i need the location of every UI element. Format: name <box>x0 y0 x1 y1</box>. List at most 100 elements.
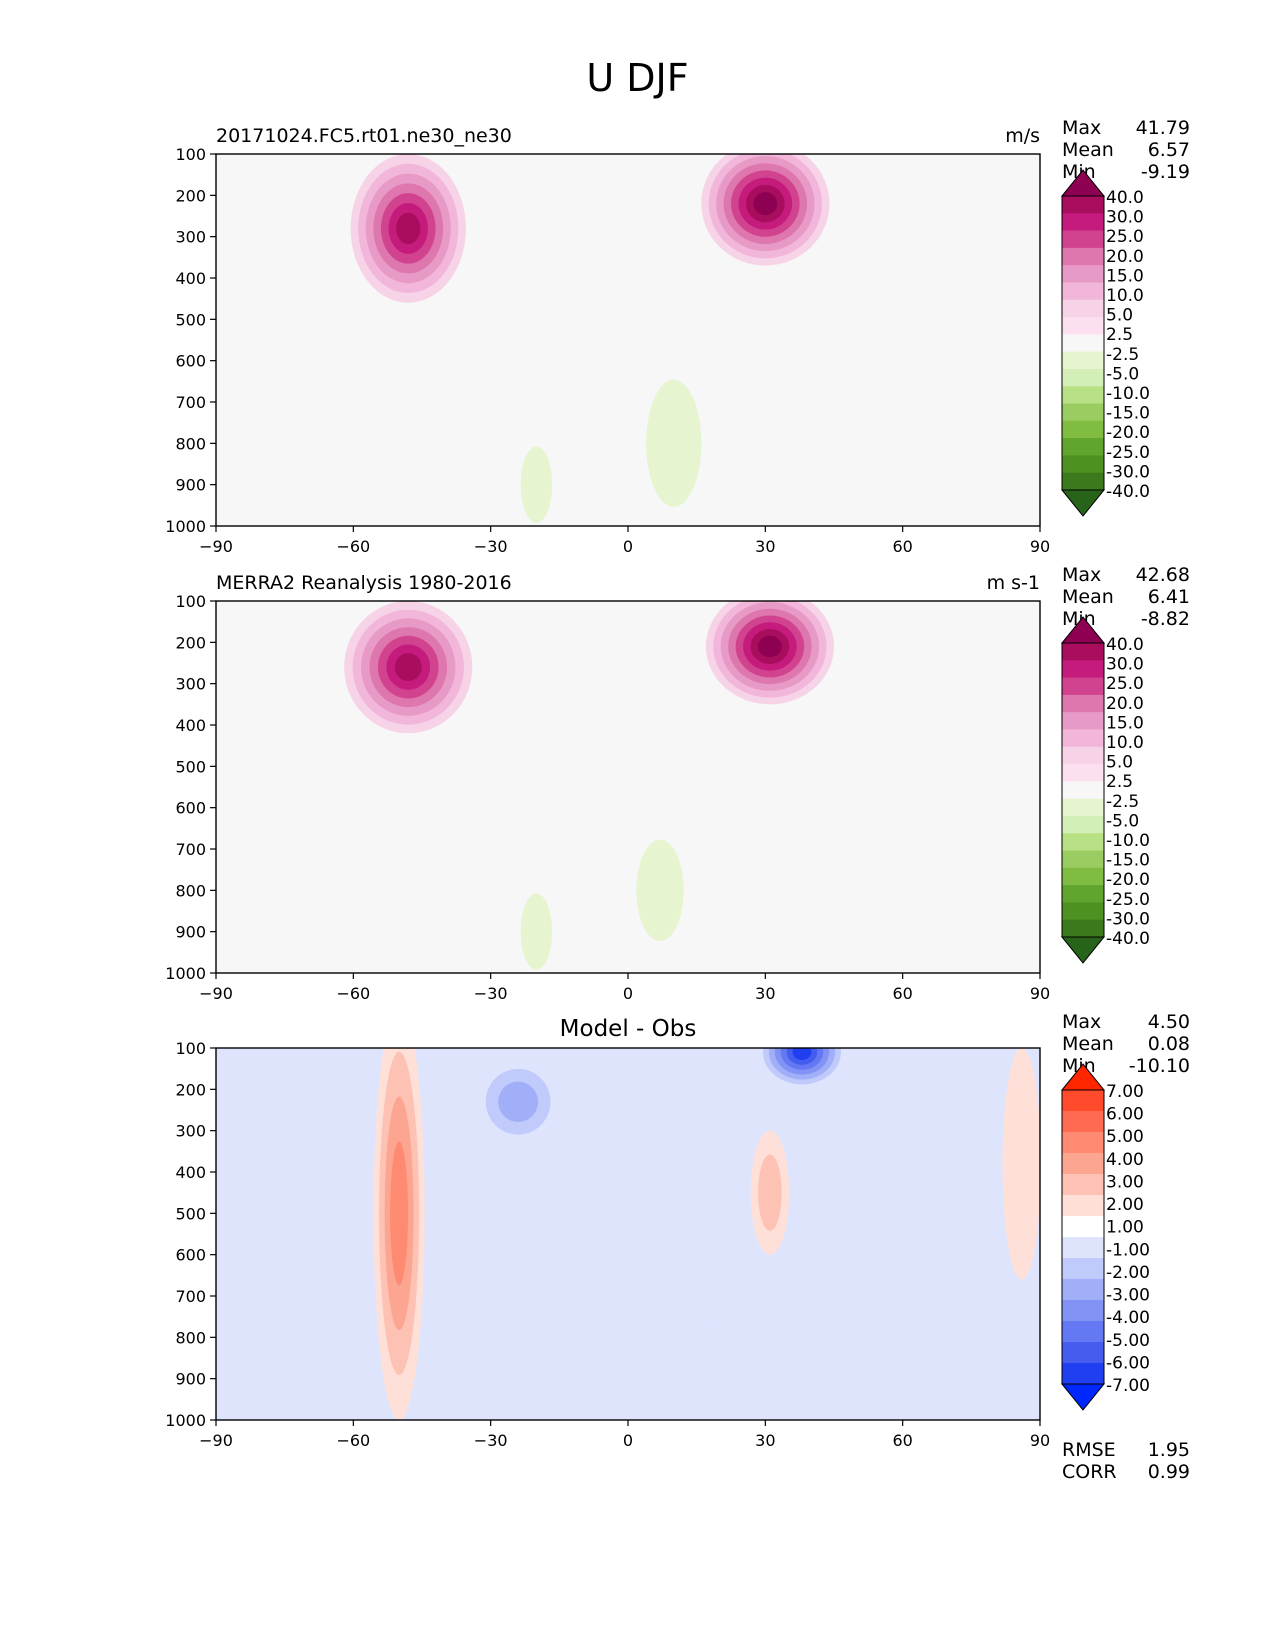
x-tick-label: 60 <box>892 537 912 556</box>
contour-band <box>636 839 684 942</box>
colorbar-label: -10.0 <box>1106 384 1150 404</box>
colorbar-frame <box>1061 642 1105 938</box>
colorbar-label: -5.0 <box>1106 811 1139 831</box>
colorbar-label: -30.0 <box>1106 909 1150 929</box>
contour-band <box>757 635 782 658</box>
contour-field <box>344 601 834 973</box>
colorbar-band <box>1062 643 1104 661</box>
y-tick-label: 200 <box>175 1080 206 1099</box>
panel-title: MERRA2 Reanalysis 1980-2016 <box>216 572 512 594</box>
x-tick-label: 30 <box>755 1431 775 1450</box>
colorbar-band <box>1062 1237 1104 1259</box>
colorbar-band <box>1062 1258 1104 1280</box>
x-tick-label: 90 <box>1030 537 1050 556</box>
x-tick-label: 90 <box>1030 1431 1050 1450</box>
stat-value: 0.08 <box>1148 1033 1190 1055</box>
colorbar-label: 10.0 <box>1106 286 1144 306</box>
colorbar-band <box>1062 885 1104 903</box>
colorbar-band <box>1062 1216 1104 1238</box>
colorbar-band <box>1062 815 1104 834</box>
contour-band <box>650 1225 715 1416</box>
y-tick-label: 600 <box>175 1246 206 1265</box>
stat-value: 41.79 <box>1136 117 1190 139</box>
stat-label: Max <box>1062 1011 1101 1033</box>
x-tick-label: −90 <box>199 984 233 1003</box>
contour-band <box>792 1048 812 1060</box>
colorbar-band <box>1062 660 1104 679</box>
colorbar-label: 30.0 <box>1106 655 1144 675</box>
y-tick-label: 900 <box>175 476 206 495</box>
colorbar-band <box>1062 712 1104 730</box>
y-tick-label: 1000 <box>165 517 206 536</box>
colorbar-label: 2.00 <box>1106 1195 1144 1215</box>
contour-band <box>646 379 702 507</box>
colorbar-band <box>1062 438 1104 456</box>
y-tick-label: 700 <box>175 840 206 859</box>
colorbar-band <box>1062 213 1104 232</box>
metric-label: RMSE <box>1062 1439 1116 1461</box>
colorbar-band <box>1062 420 1104 439</box>
x-tick-label: 90 <box>1030 984 1050 1003</box>
colorbar-label: -40.0 <box>1106 482 1150 502</box>
x-tick-label: −60 <box>336 1431 370 1450</box>
metric-value: 1.95 <box>1148 1439 1190 1461</box>
y-tick-label: 400 <box>175 1163 206 1182</box>
contour-field <box>350 154 830 526</box>
stat-value: -9.19 <box>1141 161 1190 183</box>
stat-value: 4.50 <box>1148 1011 1190 1033</box>
colorbar-label: -40.0 <box>1106 929 1150 949</box>
colorbar-label: -10.0 <box>1106 831 1150 851</box>
contour-band <box>396 212 421 245</box>
colorbar: 7.00 6.005.00 4.003.00 2.00 1.00-1.00 -2.00 -3… <box>1060 1063 1150 1411</box>
y-tick-label: 600 <box>175 799 206 818</box>
colorbar-band <box>1062 694 1104 713</box>
colorbar-band <box>1062 334 1104 353</box>
y-tick-label: 100 <box>175 145 206 164</box>
colorbar-label: 7.00 <box>1106 1082 1144 1102</box>
colorbar-band <box>1062 1111 1104 1133</box>
y-tick-label: 800 <box>175 434 206 453</box>
colorbar-band <box>1062 368 1104 387</box>
colorbar-band <box>1062 764 1104 782</box>
panel-title: Model - Obs <box>560 1016 697 1042</box>
colorbar-band <box>1062 729 1104 748</box>
y-tick-label: 1000 <box>165 964 206 983</box>
colorbar-band <box>1062 1090 1104 1112</box>
stat-label: Mean <box>1062 1033 1114 1055</box>
colorbar-label: 5.0 <box>1106 753 1133 773</box>
colorbar-band <box>1062 746 1104 765</box>
field-background <box>216 1048 1040 1420</box>
contour-band <box>498 1081 539 1122</box>
colorbar: 40.030.025.020.015.010.05.02.5-2.5-5.0-1… <box>1060 169 1150 517</box>
metric-value: 0.99 <box>1148 1461 1190 1483</box>
colorbar-band <box>1062 850 1104 869</box>
colorbar-band <box>1062 1321 1104 1343</box>
colorbar-label: -20.0 <box>1106 870 1150 890</box>
contour-band <box>520 893 553 970</box>
panel-units: m/s <box>1005 125 1040 147</box>
y-tick-label: 100 <box>175 1039 206 1058</box>
colorbar-label: 10.0 <box>1106 733 1144 753</box>
colorbar-band <box>1062 1342 1104 1364</box>
colorbar-band <box>1062 196 1104 214</box>
colorbar-label: -4.00 <box>1106 1308 1150 1328</box>
figure-title: U DJF <box>586 56 689 100</box>
colorbar-band <box>1062 1174 1104 1196</box>
x-tick-label: 0 <box>623 984 633 1003</box>
y-tick-label: 200 <box>175 186 206 205</box>
x-tick-label: −30 <box>474 1431 508 1450</box>
contour-field <box>373 1048 1040 1420</box>
stat-value: -8.82 <box>1141 608 1190 630</box>
colorbar-label: 25.0 <box>1106 227 1144 247</box>
x-tick-label: 30 <box>755 537 775 556</box>
x-tick-label: −60 <box>336 537 370 556</box>
colorbar-label: 4.00 <box>1106 1150 1144 1170</box>
colorbar-band <box>1062 781 1104 800</box>
stat-label: Max <box>1062 564 1101 586</box>
colorbar-band <box>1062 282 1104 301</box>
colorbar-label: 20.0 <box>1106 694 1144 714</box>
x-tick-label: −90 <box>199 537 233 556</box>
contour-band <box>390 1141 409 1286</box>
